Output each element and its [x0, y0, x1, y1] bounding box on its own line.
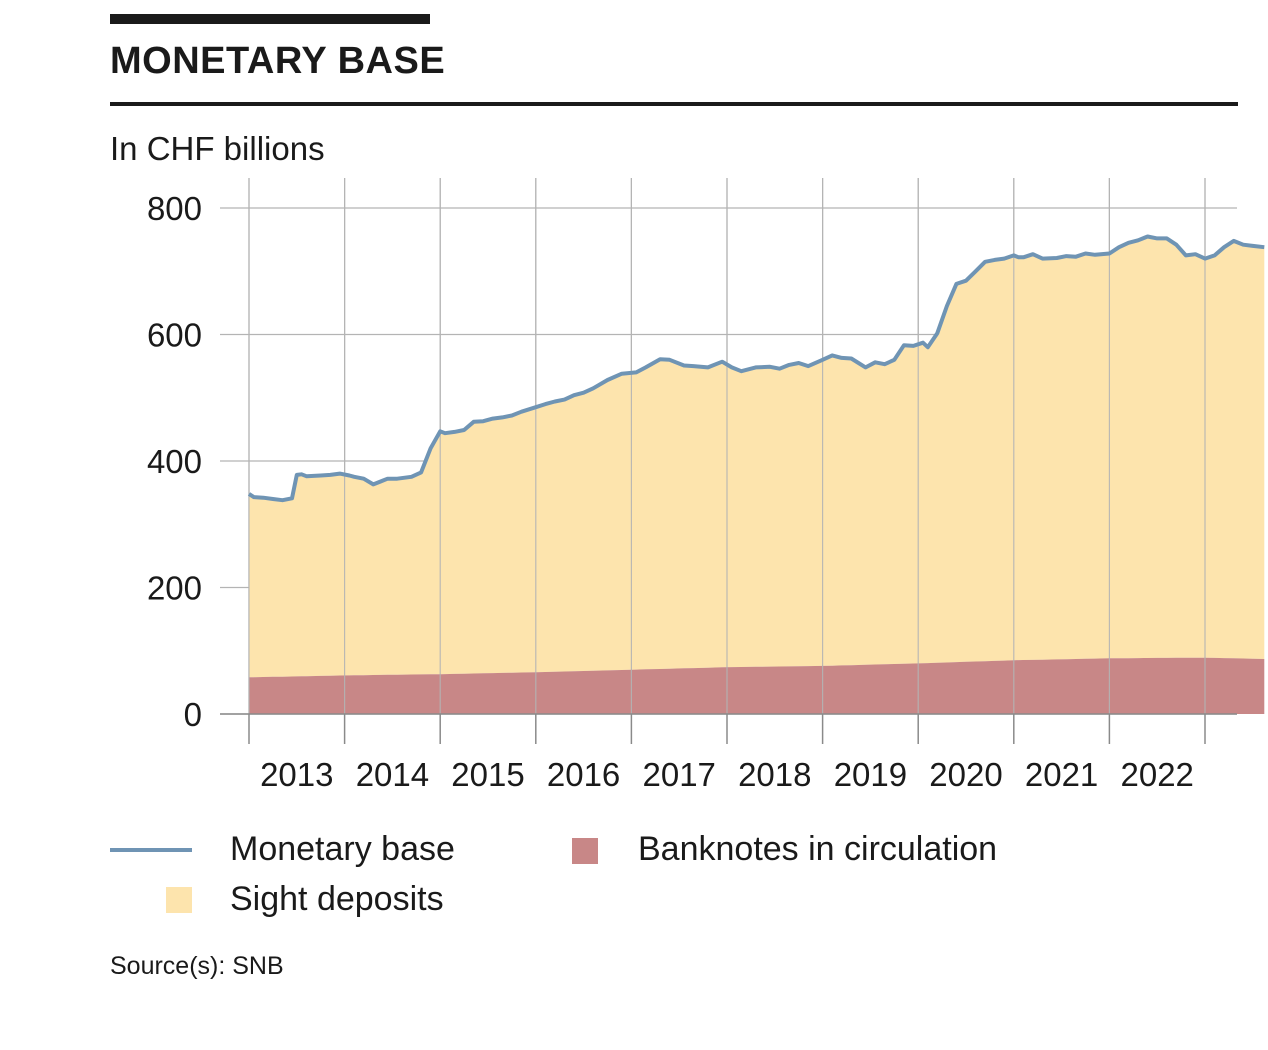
x-tick-label-2013: 2013: [260, 756, 333, 793]
legend-line-monetary-base: [110, 848, 192, 852]
y-tick-labels: 0 200 400 600 800: [147, 190, 202, 733]
y-tick-label-200: 200: [147, 570, 202, 607]
legend-label-banknotes: Banknotes in circulation: [638, 830, 998, 868]
y-tick-label-800: 800: [147, 190, 202, 227]
x-tick-labels: 2013 2014 2015 2016 2017 2018 2019 2020 2021 2022: [248, 714, 1206, 793]
x-tick-label-2022: 2022: [1120, 756, 1193, 793]
title-divider: [110, 102, 1238, 106]
x-tick-label-2019: 2019: [834, 756, 907, 793]
x-tick-label-2014: 2014: [356, 756, 429, 793]
sight-deposits-area: [249, 236, 1265, 678]
source-note: Source(s): SNB: [110, 952, 284, 980]
legend-swatch-sight-deposits: [166, 887, 192, 913]
monetary-base-line: [247, 234, 1265, 503]
chart-title: MONETARY BASE: [110, 40, 446, 82]
legend-swatch-banknotes: [572, 838, 598, 864]
y-tick-label-600: 600: [147, 317, 202, 354]
x-tick-label-2018: 2018: [738, 756, 811, 793]
x-tick-label-2020: 2020: [929, 756, 1002, 793]
x-tick-label-2016: 2016: [547, 756, 620, 793]
x-tick-label-2015: 2015: [451, 756, 524, 793]
y-tick-label-400: 400: [147, 443, 202, 480]
x-tick-label-2021: 2021: [1025, 756, 1098, 793]
y-axis-unit-label: In CHF billions: [110, 130, 325, 167]
vertical-grid-overlay: [248, 178, 1206, 714]
x-tick-label-2017: 2017: [642, 756, 715, 793]
banknotes-area: [249, 657, 1265, 714]
title-accent-bar: [110, 14, 430, 24]
y-tick-label-0: 0: [184, 696, 202, 733]
legend-label-sight-deposits: Sight deposits: [230, 880, 444, 918]
legend-label-monetary-base: Monetary base: [230, 830, 455, 868]
